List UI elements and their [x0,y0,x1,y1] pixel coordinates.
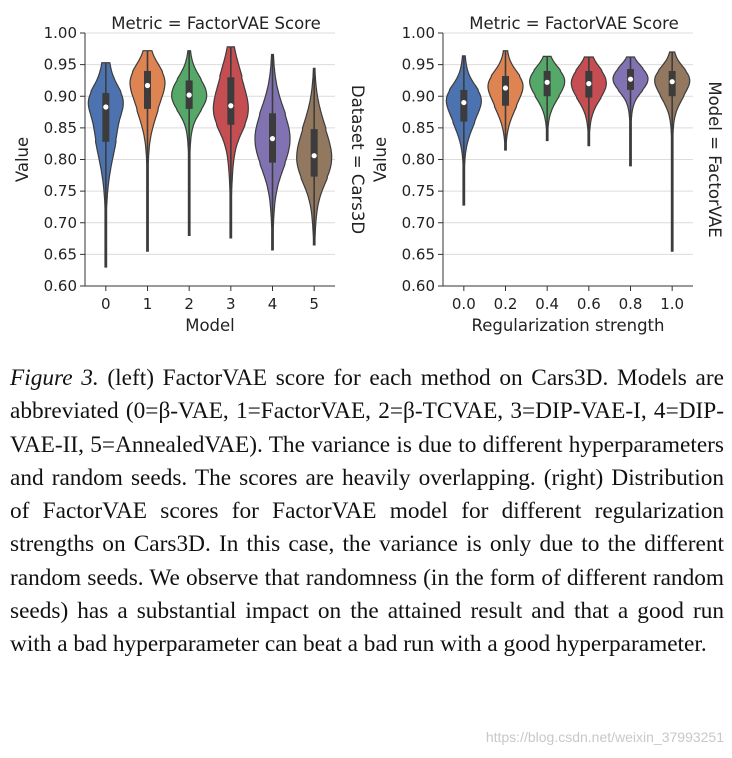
x-tick-label: 4 [268,295,278,313]
left-violin-panel: 1.00 0.95 0.90 0.85 0.80 0.75 0.70 0.65 0.60 0 1 2 3… [13,14,367,335]
violin-median [186,92,192,98]
y-tick-label: 0.80 [44,151,77,169]
violin-median [228,103,234,109]
x-tick-label: 1 [143,295,153,313]
violin-iqr-box [102,93,110,142]
y-tick-label: 0.60 [402,277,435,295]
violin-median [669,79,675,85]
violin-0.0 [445,55,482,206]
x-tick-label: 3 [226,295,236,313]
violin-iqr-box [310,129,318,177]
x-tick-label: 0 [101,295,111,313]
violin-0.2 [487,50,524,151]
violin-median [586,81,592,87]
y-tick-label: 0.65 [44,245,77,263]
y-tick-label: 1.00 [44,24,77,42]
x-axis-label: Regularization strength [472,316,665,335]
y-tick-label: 0.80 [402,151,435,169]
x-tick-label: 5 [309,295,319,313]
violin-median [461,99,467,106]
y-tick-label: 0.70 [402,214,435,232]
x-tick-label: 2 [184,295,194,313]
violin-0 [87,62,124,268]
y-tick-label: 0.90 [402,87,435,105]
violin-iqr-box [502,76,509,106]
violin-iqr-box [460,89,468,122]
y-tick-label: 0.85 [402,119,435,137]
watermark: https://blog.csdn.net/weixin_37993251 [485,729,724,745]
y-tick-label: 0.95 [44,56,77,74]
violin-median [269,136,276,142]
y-tick-label: 0.60 [44,277,77,295]
y-tick-label: 0.90 [44,87,77,105]
violin-median [502,85,509,91]
violin-median [311,153,317,159]
violin-2 [171,50,208,236]
violin-median [144,82,151,89]
y-tick-label: 1.00 [402,24,435,42]
violin-iqr-box [144,70,151,109]
violin-median [103,104,109,110]
violin-4 [254,53,291,251]
y-tick-label: 0.75 [402,182,435,200]
caption-label: Figure 3. [10,365,99,391]
violin-0.8 [612,56,649,167]
violin-0.4 [529,55,566,142]
y-axis-label: Value [371,137,390,182]
figure-3: 1.000.950.900.850.800.750.700.650.600 1 2 3… [13,14,724,335]
y-axis-label: Value [13,137,32,182]
x-tick-label: 0.2 [494,295,518,313]
caption-text: (left) FactorVAE score for each method o… [10,365,724,658]
x-tick-label: 1.0 [660,295,684,313]
violin-0.6 [570,56,607,147]
chart-title: Metric = FactorVAE Score [111,14,321,33]
x-tick-label: 0.4 [535,295,559,313]
x-tick-label: 0.8 [619,295,643,313]
violin-1 [129,50,166,252]
facet-label: Dataset = Cars3D [348,85,367,234]
y-tick-label: 0.75 [44,182,77,200]
y-tick-label: 0.95 [402,56,435,74]
y-tick-label: 0.85 [44,119,77,137]
violin-median [544,79,550,85]
violin-3 [212,46,249,239]
chart-title: Metric = FactorVAE Score [469,14,679,33]
x-tick-label: 0.0 [452,295,476,313]
x-tick-label: 0.6 [577,295,601,313]
violin-median [627,76,634,82]
violin-5 [296,67,333,246]
x-axis-label: Model [185,316,235,335]
violin-iqr-box [227,77,235,125]
facet-label: Model = FactorVAE [705,81,724,237]
y-tick-label: 0.70 [44,214,77,232]
y-tick-label: 0.65 [402,245,435,263]
violin-1.0 [654,51,691,252]
right-violin-panel: 1.00 0.95 0.90 0.85 0.80 0.75 0.70 0.65 0.60 0.0 0… [371,14,724,335]
figure-caption: Figure 3. (left) FactorVAE score for eac… [10,362,724,662]
